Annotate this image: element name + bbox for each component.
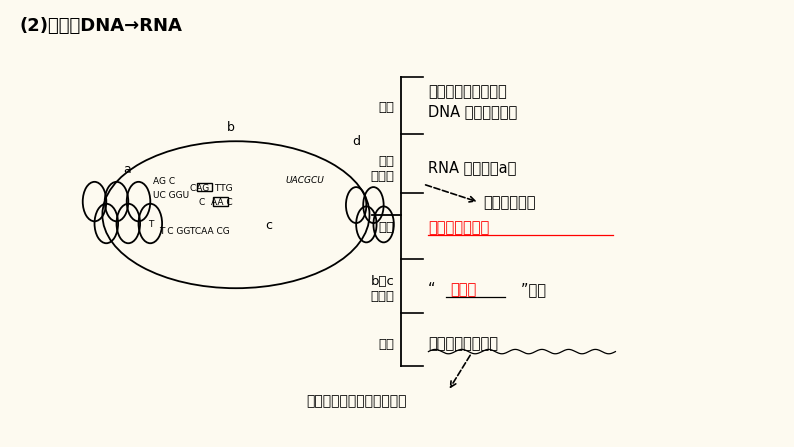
Text: 范围: 范围 <box>379 337 395 350</box>
Text: RNA 聚合酶（a）: RNA 聚合酶（a） <box>429 160 517 175</box>
Text: 哺乳动物成熟的红细胞除外: 哺乳动物成熟的红细胞除外 <box>306 394 407 408</box>
Text: T: T <box>148 220 153 229</box>
Text: 不需要解旋酶: 不需要解旋酶 <box>484 195 536 210</box>
Text: (2)转录：DNA→RNA: (2)转录：DNA→RNA <box>20 17 183 35</box>
Text: a: a <box>124 163 131 176</box>
Text: 原料: 原料 <box>379 221 395 234</box>
Text: 五碳糖: 五碳糖 <box>450 282 476 297</box>
Text: “: “ <box>429 282 445 297</box>
Text: 主要在细胞核（其他: 主要在细胞核（其他 <box>429 84 507 99</box>
Text: C  AA C: C AA C <box>199 198 233 207</box>
Text: AG C: AG C <box>153 177 175 186</box>
Text: b: b <box>227 122 235 135</box>
Text: 四种核糖核苷酸: 四种核糖核苷酸 <box>429 220 490 236</box>
Text: 场所: 场所 <box>379 101 395 114</box>
Text: CAG  TTG: CAG TTG <box>191 185 233 194</box>
Text: c: c <box>265 219 272 232</box>
Text: UC GGU: UC GGU <box>153 191 190 201</box>
Text: b与c
的差异: b与c 的差异 <box>371 275 395 304</box>
Text: ”不同: ”不同 <box>507 282 546 297</box>
Text: 一种
重要酶: 一种 重要酶 <box>371 155 395 183</box>
Text: 几乎所有的活细胞: 几乎所有的活细胞 <box>429 337 499 352</box>
Text: DNA 存在处均可）: DNA 存在处均可） <box>429 104 518 119</box>
Text: T C GGTCAA CG: T C GGTCAA CG <box>159 227 229 236</box>
Text: d: d <box>353 135 360 148</box>
Text: UACGCU: UACGCU <box>285 176 324 185</box>
